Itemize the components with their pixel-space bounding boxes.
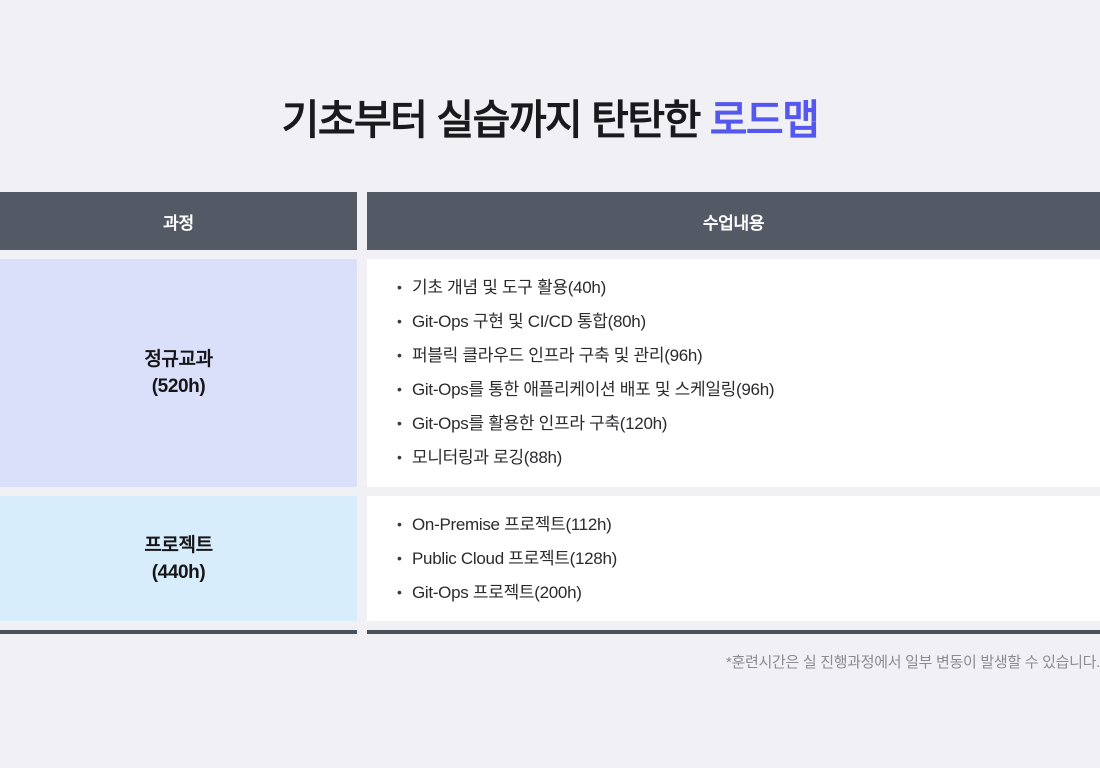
content-list-item: Git-Ops를 통한 애플리케이션 배포 및 스케일링(96h) — [397, 373, 775, 407]
footnote: *훈련시간은 실 진행과정에서 일부 변동이 발생할 수 있습니다. — [726, 654, 1100, 671]
content-list: On-Premise 프로젝트(112h)Public Cloud 프로젝트(1… — [367, 508, 627, 610]
course-cell-project: 프로젝트 (440h) — [0, 496, 357, 621]
course-hours: (520h) — [151, 376, 206, 397]
content-list-item: On-Premise 프로젝트(112h) — [397, 508, 617, 542]
page-title: 기초부터 실습까지 탄탄한 로드맵 — [0, 0, 1100, 143]
content-list-item: Git-Ops 구현 및 CI/CD 통합(80h) — [397, 305, 774, 339]
content-list-item: Git-Ops 프로젝트(200h) — [397, 576, 617, 610]
content-list-item: Public Cloud 프로젝트(128h) — [397, 542, 617, 576]
course-name: 정규교과 — [144, 349, 213, 370]
content-list-item: 기초 개념 및 도구 활용(40h) — [397, 271, 774, 305]
course-hours: (440h) — [151, 561, 206, 583]
table-bottom-rule-left — [0, 630, 357, 634]
page-title-highlight: 로드맵 — [709, 97, 820, 143]
table-bottom-rule-right — [367, 630, 1100, 634]
page-title-text: 기초부터 실습까지 탄탄한 — [281, 97, 710, 143]
content-list: 기초 개념 및 도구 활용(40h)Git-Ops 구현 및 CI/CD 통합(… — [367, 271, 784, 475]
column-header-content: 수업내용 — [367, 192, 1100, 250]
content-list-item: 모니터링과 로깅(88h) — [397, 441, 774, 475]
course-name: 프로젝트 — [144, 534, 213, 556]
content-list-item: 퍼블릭 클라우드 인프라 구축 및 관리(96h) — [397, 339, 774, 373]
content-cell-project: On-Premise 프로젝트(112h)Public Cloud 프로젝트(1… — [367, 496, 1100, 621]
course-cell-regular-curriculum: 정규교과 (520h) — [0, 259, 357, 487]
column-header-course: 과정 — [0, 192, 357, 250]
roadmap-table: 과정 수업내용 정규교과 (520h) 기초 개념 및 도구 활용(40h)Gi… — [0, 192, 1100, 634]
content-cell-regular-curriculum: 기초 개념 및 도구 활용(40h)Git-Ops 구현 및 CI/CD 통합(… — [367, 259, 1100, 487]
content-list-item: Git-Ops를 활용한 인프라 구축(120h) — [397, 407, 774, 441]
